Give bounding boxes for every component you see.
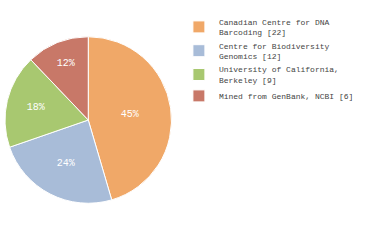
svg-text:Mined from GenBank, NCBI [6]: Mined from GenBank, NCBI [6]: [219, 92, 353, 101]
svg-text:24%: 24%: [57, 158, 75, 169]
svg-text:Canadian Centre for DNABarcodi: Canadian Centre for DNABarcoding [22]: [219, 18, 330, 37]
svg-text:Centre for BiodiversityGenomic: Centre for BiodiversityGenomics [12]: [219, 42, 330, 61]
svg-text:12%: 12%: [57, 58, 75, 69]
svg-text:University of California,Berke: University of California,Berkeley [9]: [219, 65, 339, 84]
svg-text:45%: 45%: [121, 109, 139, 120]
svg-text:18%: 18%: [27, 102, 45, 113]
